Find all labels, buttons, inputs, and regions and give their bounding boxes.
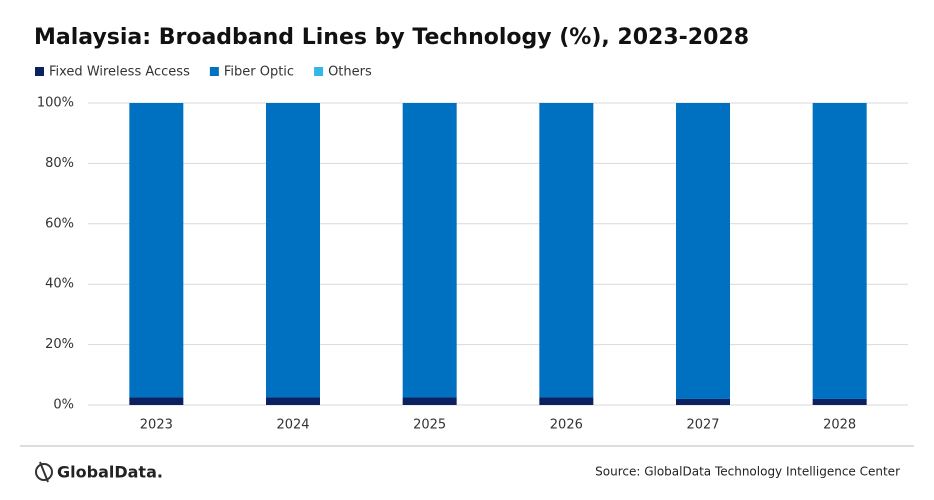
x-tick-label: 2027 <box>686 418 719 433</box>
bar-segment <box>812 103 867 399</box>
y-tick-label: 80% <box>45 156 74 171</box>
bar-segment <box>402 397 457 405</box>
legend-label: Fixed Wireless Access <box>49 65 190 80</box>
bar-segment <box>266 397 320 405</box>
legend-swatch <box>314 67 324 76</box>
legend-label: Fiber Optic <box>224 65 294 80</box>
brand-logo: GlobalData. <box>35 461 163 483</box>
logo-icon <box>35 463 53 481</box>
chart-title: Malaysia: Broadband Lines by Technology … <box>34 25 749 50</box>
bar-segment <box>402 103 457 398</box>
legend-swatch <box>209 67 219 76</box>
y-tick-label: 60% <box>45 216 74 231</box>
x-tick-label: 2028 <box>823 418 856 433</box>
y-tick-label: 40% <box>45 277 74 292</box>
x-tick-label: 2025 <box>413 418 446 433</box>
x-tick-label: 2023 <box>140 418 173 433</box>
legend-label: Others <box>328 65 372 80</box>
bar-segment <box>676 103 730 399</box>
legend-swatch <box>35 67 44 76</box>
source-note: Source: GlobalData Technology Intelligen… <box>595 465 900 479</box>
bar-segment <box>129 103 184 398</box>
bar-segment <box>266 103 320 398</box>
bar-segment <box>539 397 594 405</box>
x-tick-label: 2024 <box>276 418 309 433</box>
y-tick-label: 100% <box>37 96 74 111</box>
logo-icon-stroke <box>39 461 49 483</box>
x-tick-label: 2026 <box>550 418 583 433</box>
y-tick-label: 20% <box>45 337 74 352</box>
bar-segment <box>676 398 730 405</box>
y-tick-label: 0% <box>53 398 74 413</box>
brand-name: GlobalData. <box>57 463 163 482</box>
bar-segment <box>539 103 594 398</box>
bar-segment <box>129 397 184 405</box>
bar-segment <box>812 398 867 405</box>
